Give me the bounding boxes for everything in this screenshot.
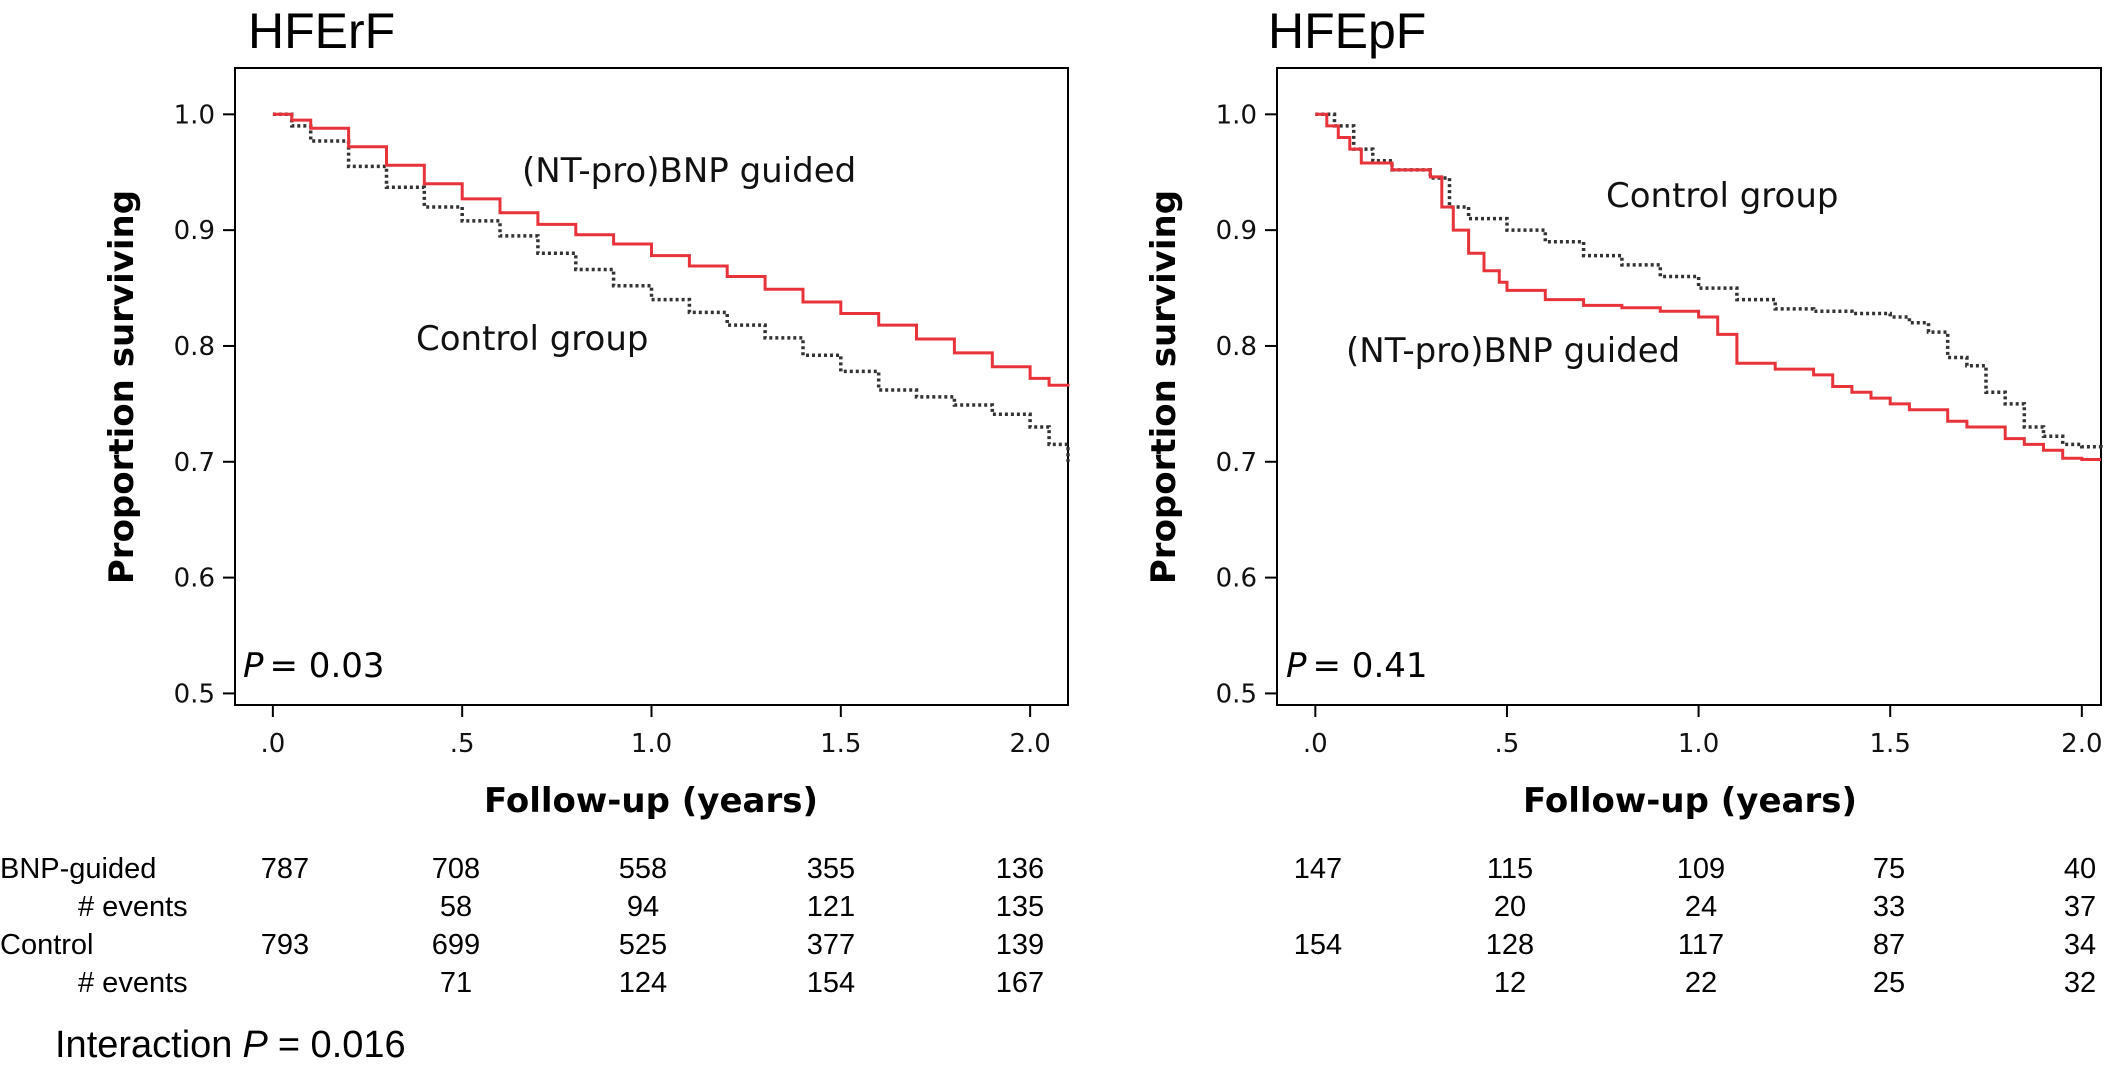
risk-cell: 20 — [1494, 891, 1526, 923]
risk-cell: 109 — [1677, 853, 1725, 885]
annotation-bnp-guided: (NT-pro)BNP guided — [522, 151, 856, 191]
p-value-text: = 0.03 — [270, 646, 385, 686]
p-value-text: = 0.41 — [1313, 646, 1428, 686]
y-tick-label: 0.7 — [1216, 448, 1257, 478]
series-layer — [1315, 112, 2103, 461]
risk-cell: 12 — [1494, 967, 1526, 999]
y-tick-label: 0.9 — [174, 216, 215, 246]
chart-title: HFEpF — [1268, 3, 1426, 59]
y-axis: 0.5 0.6 0.7 0.8 0.9 1.0 — [174, 100, 235, 709]
y-tick-label: 0.6 — [174, 564, 215, 594]
series-control-group — [272, 112, 1070, 462]
risk-row-label: # events — [78, 967, 188, 999]
risk-cell: 121 — [807, 891, 855, 923]
risk-cell: 699 — [432, 929, 480, 961]
plot-frame — [1276, 67, 2102, 706]
risk-table-hferf: BNP-guided 787 708 558 355 136 # events 58 94 121… — [0, 853, 1044, 999]
x-axis-label: Follow-up (years) — [1523, 781, 1857, 821]
x-tick-label: 2.0 — [1009, 729, 1050, 759]
interaction-p-value: Interaction P = 0.016 — [55, 1024, 406, 1066]
x-tick-label: 1.5 — [820, 729, 861, 759]
risk-cell: 58 — [440, 891, 472, 923]
risk-cell: 75 — [1873, 853, 1905, 885]
p-value: P = 0.03 — [243, 646, 385, 686]
risk-cell: 33 — [1873, 891, 1905, 923]
risk-row-label: BNP-guided — [0, 853, 156, 885]
y-axis: 0.5 0.6 0.7 0.8 0.9 1.0 — [1216, 100, 1277, 709]
x-tick-label: .5 — [1495, 729, 1520, 759]
annotation-control-group: Control group — [416, 319, 648, 359]
y-tick-label: 0.6 — [1216, 564, 1257, 594]
risk-cell: 708 — [432, 853, 480, 885]
risk-cell: 87 — [1873, 929, 1905, 961]
risk-row-label: Control — [0, 929, 94, 961]
y-axis-label: Proportion surviving — [102, 190, 142, 584]
y-axis-label: Proportion surviving — [1144, 190, 1184, 584]
plot-frame — [234, 67, 1069, 706]
x-axis: .0 .5 1.0 1.5 2.0 — [1303, 705, 2103, 759]
risk-cell: 128 — [1486, 929, 1534, 961]
y-tick-label: 0.8 — [1216, 332, 1257, 362]
interaction-value: = 0.016 — [278, 1024, 406, 1066]
risk-cell: 124 — [619, 967, 667, 999]
p-symbol: P — [1286, 646, 1307, 686]
y-tick-label: 1.0 — [1216, 100, 1257, 130]
risk-cell: 793 — [261, 929, 309, 961]
y-tick-label: 1.0 — [174, 100, 215, 130]
risk-cell: 25 — [1873, 967, 1905, 999]
p-value: P = 0.41 — [1286, 646, 1428, 686]
interaction-prefix: Interaction — [55, 1024, 232, 1066]
y-tick-label: 0.5 — [1216, 679, 1257, 709]
panel-hfepf: HFEpF 0.5 0.6 0.7 0.8 0.9 1.0 .0 .5 1.0 1.5 2.0 P… — [1144, 3, 2103, 821]
risk-cell: 355 — [807, 853, 855, 885]
panel-hferf: HFErF 0.5 0.6 0.7 0.8 0.9 1.0 .0 .5 1.0 1.5 2.0 P… — [102, 3, 1070, 821]
x-tick-label: .0 — [260, 729, 285, 759]
x-tick-label: .5 — [450, 729, 475, 759]
y-tick-label: 0.5 — [174, 679, 215, 709]
risk-cell: 34 — [2064, 929, 2096, 961]
risk-cell: 377 — [807, 929, 855, 961]
x-axis: .0 .5 1.0 1.5 2.0 — [260, 705, 1051, 759]
risk-cell: 37 — [2064, 891, 2096, 923]
risk-cell: 136 — [996, 853, 1044, 885]
x-tick-label: 2.0 — [2061, 729, 2102, 759]
risk-cell: 525 — [619, 929, 667, 961]
risk-row-label: # events — [78, 891, 188, 923]
series-nt-pro-bnp-guided — [272, 112, 1070, 387]
risk-cell: 94 — [627, 891, 659, 923]
risk-cell: 135 — [996, 891, 1044, 923]
series-nt-pro-bnp-guided — [1315, 112, 2101, 461]
risk-cell: 154 — [807, 967, 855, 999]
risk-cell: 167 — [996, 967, 1044, 999]
chart-title: HFErF — [248, 3, 395, 59]
risk-cell: 32 — [2064, 967, 2096, 999]
risk-cell: 24 — [1685, 891, 1717, 923]
y-tick-label: 0.7 — [174, 448, 215, 478]
risk-cell: 558 — [619, 853, 667, 885]
risk-cell: 154 — [1294, 929, 1342, 961]
risk-cell: 139 — [996, 929, 1044, 961]
risk-cell: 787 — [261, 853, 309, 885]
y-tick-label: 0.8 — [174, 332, 215, 362]
x-tick-label: 1.5 — [1870, 729, 1911, 759]
x-axis-label: Follow-up (years) — [484, 781, 818, 821]
y-tick-label: 0.9 — [1216, 216, 1257, 246]
x-tick-label: 1.0 — [631, 729, 672, 759]
risk-cell: 117 — [1678, 929, 1724, 961]
annotation-bnp-guided: (NT-pro)BNP guided — [1346, 331, 1680, 371]
x-tick-label: 1.0 — [1678, 729, 1719, 759]
risk-cell: 40 — [2064, 853, 2096, 885]
risk-cell: 147 — [1294, 853, 1342, 885]
annotation-control-group: Control group — [1606, 176, 1838, 216]
risk-cell: 115 — [1487, 853, 1533, 885]
interaction-p-symbol: P — [242, 1024, 268, 1066]
series-layer — [272, 112, 1070, 462]
x-tick-label: .0 — [1303, 729, 1328, 759]
risk-cell: 71 — [440, 967, 472, 999]
risk-cell: 22 — [1685, 967, 1717, 999]
risk-table-hfepf: 147 115 109 75 40 20 24 33 37 154 128 117 87 34 12 22 25… — [1294, 853, 2096, 999]
p-symbol: P — [243, 646, 264, 686]
